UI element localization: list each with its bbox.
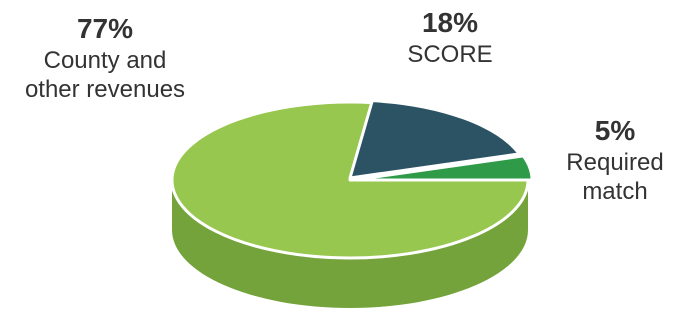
slice-name-score: SCORE — [407, 41, 493, 68]
slice-percent-match: 5% — [594, 115, 636, 146]
pie-slice-match — [352, 154, 534, 182]
slice-name-county: County and other revenues — [24, 47, 186, 103]
slice-label-county: 77% County and other revenues — [0, 12, 210, 104]
pie-slice-county — [170, 100, 530, 260]
slice-label-match: 5% Required match — [545, 114, 682, 206]
slice-name-match: Required match — [566, 149, 664, 205]
slice-percent-county: 77% — [76, 13, 134, 44]
pie-slice-score — [348, 99, 521, 180]
slice-label-score: 18% SCORE — [375, 6, 525, 69]
slice-percent-score: 18% — [421, 7, 479, 38]
pie-slice-side-county — [172, 180, 528, 308]
